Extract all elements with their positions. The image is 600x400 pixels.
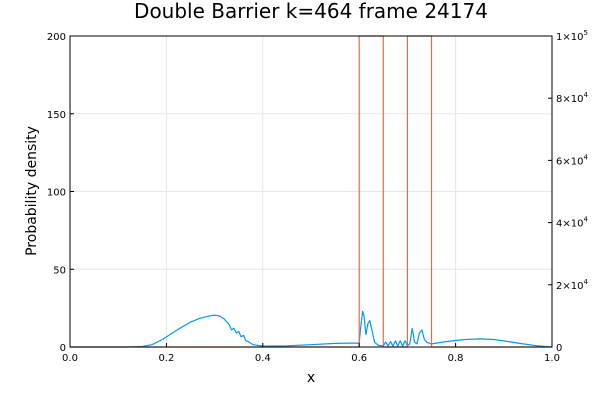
series-line-1 bbox=[70, 310, 553, 348]
x-axis: 0.0 0.2 0.4 0.6 0.8 1.0 bbox=[62, 343, 560, 364]
y2-tick-label: 2×104 bbox=[556, 278, 588, 292]
y2-tick-label: 8×104 bbox=[556, 91, 588, 105]
x-tick-label: 1.0 bbox=[544, 353, 560, 364]
y2-tick-label: 1×105 bbox=[556, 29, 588, 43]
y-axis-right: 0 2×104 4×104 6×104 8×104 1×105 bbox=[548, 29, 588, 354]
grid bbox=[69, 35, 553, 348]
x-tick-label: 0.6 bbox=[351, 353, 367, 364]
y-tick-label: 100 bbox=[47, 188, 66, 199]
y-tick-label: 50 bbox=[53, 265, 66, 276]
y2-tick-label: 0 bbox=[556, 343, 562, 354]
y2-tick-label: 6×104 bbox=[556, 153, 588, 167]
y-axis-label: Probability density bbox=[24, 126, 40, 256]
y-tick-label: 150 bbox=[47, 110, 66, 121]
y-tick-label: 200 bbox=[47, 32, 66, 43]
chart-title: Double Barrier k=464 frame 24174 bbox=[134, 0, 488, 23]
y-tick-label: 0 bbox=[60, 343, 66, 354]
x-tick-label: 0.8 bbox=[448, 353, 464, 364]
y2-tick-label: 4×104 bbox=[556, 216, 588, 230]
x-tick-label: 0.2 bbox=[158, 353, 174, 364]
x-tick-label: 0.0 bbox=[62, 353, 78, 364]
x-axis-label: x bbox=[307, 370, 315, 386]
y-axis-left: 0 50 100 150 200 bbox=[47, 32, 74, 354]
x-tick-label: 0.4 bbox=[255, 353, 271, 364]
